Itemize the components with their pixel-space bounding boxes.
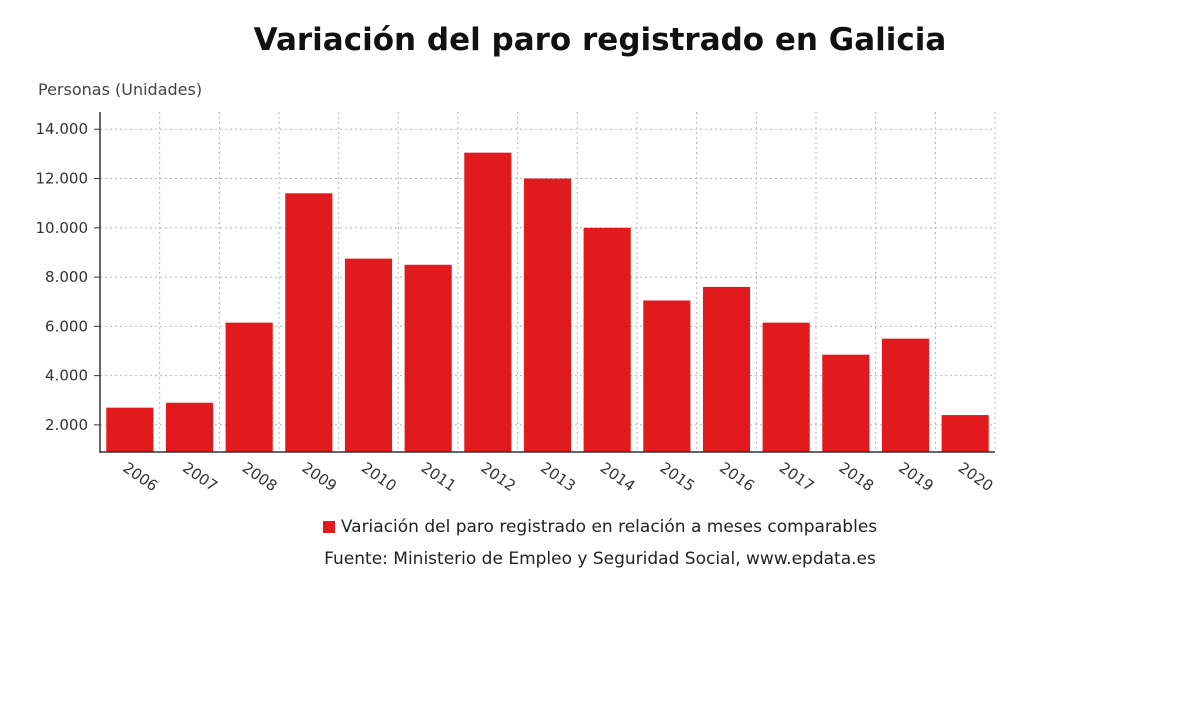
- bar: [404, 264, 452, 452]
- bar: [523, 178, 572, 453]
- x-tick-label: 2014: [597, 459, 639, 496]
- bar: [762, 322, 810, 452]
- bars: [106, 152, 989, 453]
- y-tick-label: 10.000: [36, 219, 89, 237]
- source-note: Fuente: Ministerio de Empleo y Seguridad…: [324, 549, 876, 569]
- bar: [165, 402, 214, 452]
- y-axis-label: Personas (Unidades): [38, 80, 203, 99]
- y-tick-label: 4.000: [45, 367, 88, 385]
- bar: [881, 338, 930, 452]
- legend-swatch: [322, 521, 335, 533]
- bar: [583, 227, 631, 452]
- legend: Variación del paro registrado en relació…: [0, 517, 1200, 537]
- x-tick-labels: 2006 2007 2008 2009 2010 2011 2012 2013 2014 2015…: [120, 459, 997, 496]
- legend-label: Variación del paro registrado en relació…: [340, 517, 878, 537]
- x-tick-label: 2008: [239, 459, 281, 496]
- chart-title: Variación del paro registrado en Galicia: [253, 22, 947, 58]
- bar: [643, 300, 691, 452]
- y-tick-label: 14.000: [36, 120, 89, 138]
- bar: [822, 354, 870, 452]
- bar-chart: 2.000 4.000 6.000 8.000 10.000 12.000 14.000 2…: [36, 112, 997, 496]
- x-tick-label: 2011: [418, 459, 460, 496]
- x-tick-label: 2015: [657, 459, 699, 496]
- x-tick-label: 2013: [537, 459, 579, 496]
- x-tick-label: 2018: [836, 459, 878, 496]
- y-tick-label: 6.000: [45, 317, 88, 335]
- x-tick-label: 2012: [478, 459, 520, 496]
- y-tick-labels: 2.000 4.000 6.000 8.000 10.000 12.000 14.000: [36, 120, 89, 434]
- x-tick-label: 2009: [299, 459, 341, 496]
- y-tick-label: 8.000: [45, 268, 88, 286]
- bar: [344, 258, 393, 452]
- x-tick-label: 2006: [120, 459, 162, 496]
- x-tick-label: 2016: [716, 459, 758, 496]
- axes: [94, 112, 995, 453]
- x-tick-label: 2019: [895, 459, 937, 496]
- bar: [941, 415, 989, 452]
- x-tick-label: 2020: [955, 459, 997, 496]
- y-tick-label: 2.000: [45, 416, 88, 434]
- bar: [285, 193, 333, 452]
- bar: [464, 152, 512, 453]
- y-tick-label: 12.000: [36, 170, 89, 188]
- x-tick-label: 2007: [179, 459, 221, 496]
- x-tick-label: 2010: [358, 459, 400, 496]
- bar: [225, 322, 273, 452]
- bar: [702, 286, 751, 452]
- x-tick-label: 2017: [776, 459, 818, 496]
- bar: [106, 407, 154, 452]
